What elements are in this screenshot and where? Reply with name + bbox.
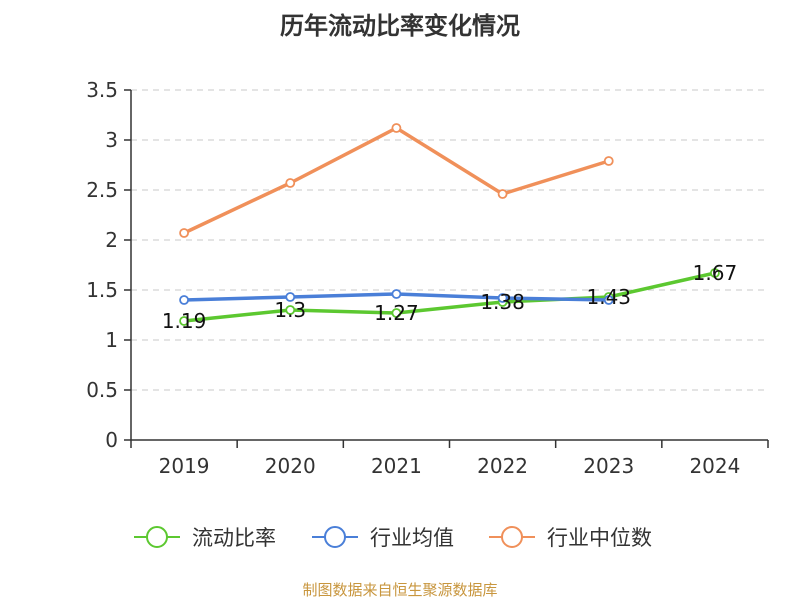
series-point-1 [285,292,296,302]
series-line-2 [182,126,611,235]
legend-marker [324,526,346,548]
x-tick-label: 2022 [477,454,528,478]
legend-marker [501,526,523,548]
series-point-1 [391,289,402,299]
chart-title: 历年流动比率变化情况 [280,12,520,40]
series-point-1 [179,295,189,305]
series-lines [179,123,720,326]
series-point-2 [285,178,296,188]
data-labels: 1.19 1.3 1.27 1.38 1.43 1.67 [162,261,737,333]
series-point-0 [179,316,189,326]
legend: 流动比率 行业均值 行业中位数 [134,526,652,550]
series-point-0 [391,308,402,318]
y-tick-label: 3 [105,128,118,152]
series-line-0 [182,271,717,323]
y-tick-label: 1.5 [86,278,118,302]
y-tick-label: 2.5 [86,178,118,202]
legend-marker [146,526,168,548]
data-label: 1.67 [693,261,738,285]
series-point-2 [391,123,402,133]
x-tick-label: 2020 [265,454,316,478]
y-tick-label: 3.5 [86,78,118,102]
series-point-2 [179,228,189,238]
data-label: 1.27 [374,301,419,325]
axes: 0 0.5 1 1.5 2 2.5 3 3.5 2019 2020 2021 2022 2023 2024 [86,78,769,478]
data-label: 1.19 [162,309,207,333]
data-label: 1.43 [586,285,631,309]
grid-lines [131,89,768,391]
x-tick-label: 2019 [159,454,210,478]
data-label: 1.38 [480,290,525,314]
series-point-2 [497,189,508,199]
series-point-0 [285,305,296,315]
x-tick-label: 2021 [371,454,422,478]
series-point-1 [497,293,508,303]
series-point-2 [603,156,614,166]
x-tick-label: 2024 [689,454,740,478]
y-tick-label: 1 [105,328,118,352]
y-tick-label: 0 [105,428,118,452]
legend-label: 行业中位数 [547,526,652,550]
legend-label: 行业均值 [370,526,454,550]
legend-label: 流动比率 [192,526,276,550]
series-point-1 [603,295,614,305]
x-tick-label: 2023 [583,454,634,478]
data-label: 1.3 [274,298,306,322]
series-point-0 [710,268,720,278]
y-tick-label: 0.5 [86,378,118,402]
y-tick-label: 2 [105,228,118,252]
data-source-note: 制图数据来自恒生聚源数据库 [302,581,498,599]
